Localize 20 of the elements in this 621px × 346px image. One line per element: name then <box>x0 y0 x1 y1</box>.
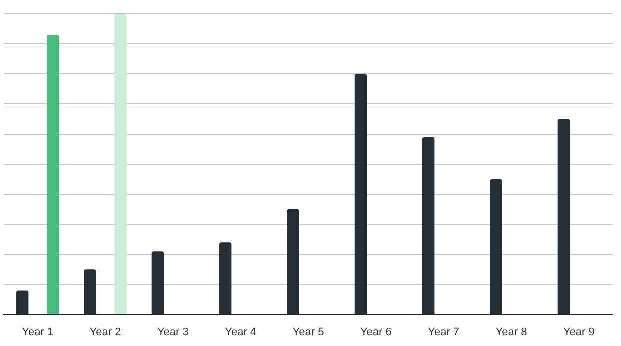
x-tick-label: Year 4 <box>225 326 257 338</box>
x-tick-label: Year 7 <box>428 326 460 338</box>
bar <box>16 290 29 314</box>
bar <box>84 270 96 314</box>
x-tick-label: Year 1 <box>22 326 54 338</box>
x-tick-label: Year 3 <box>157 326 189 338</box>
x-tick-label: Year 8 <box>496 326 528 338</box>
x-tick-label: Year 9 <box>563 326 595 338</box>
bar <box>114 14 127 314</box>
bar <box>490 179 502 314</box>
bar <box>354 74 368 314</box>
bar <box>558 119 570 314</box>
bar <box>46 35 60 314</box>
bar <box>287 210 300 314</box>
bar <box>220 242 232 314</box>
x-tick-label: Year 6 <box>360 326 392 338</box>
x-tick-label: Year 5 <box>292 326 324 338</box>
bar <box>422 137 435 314</box>
bar <box>152 252 164 314</box>
x-tick-label: Year 2 <box>90 326 122 338</box>
